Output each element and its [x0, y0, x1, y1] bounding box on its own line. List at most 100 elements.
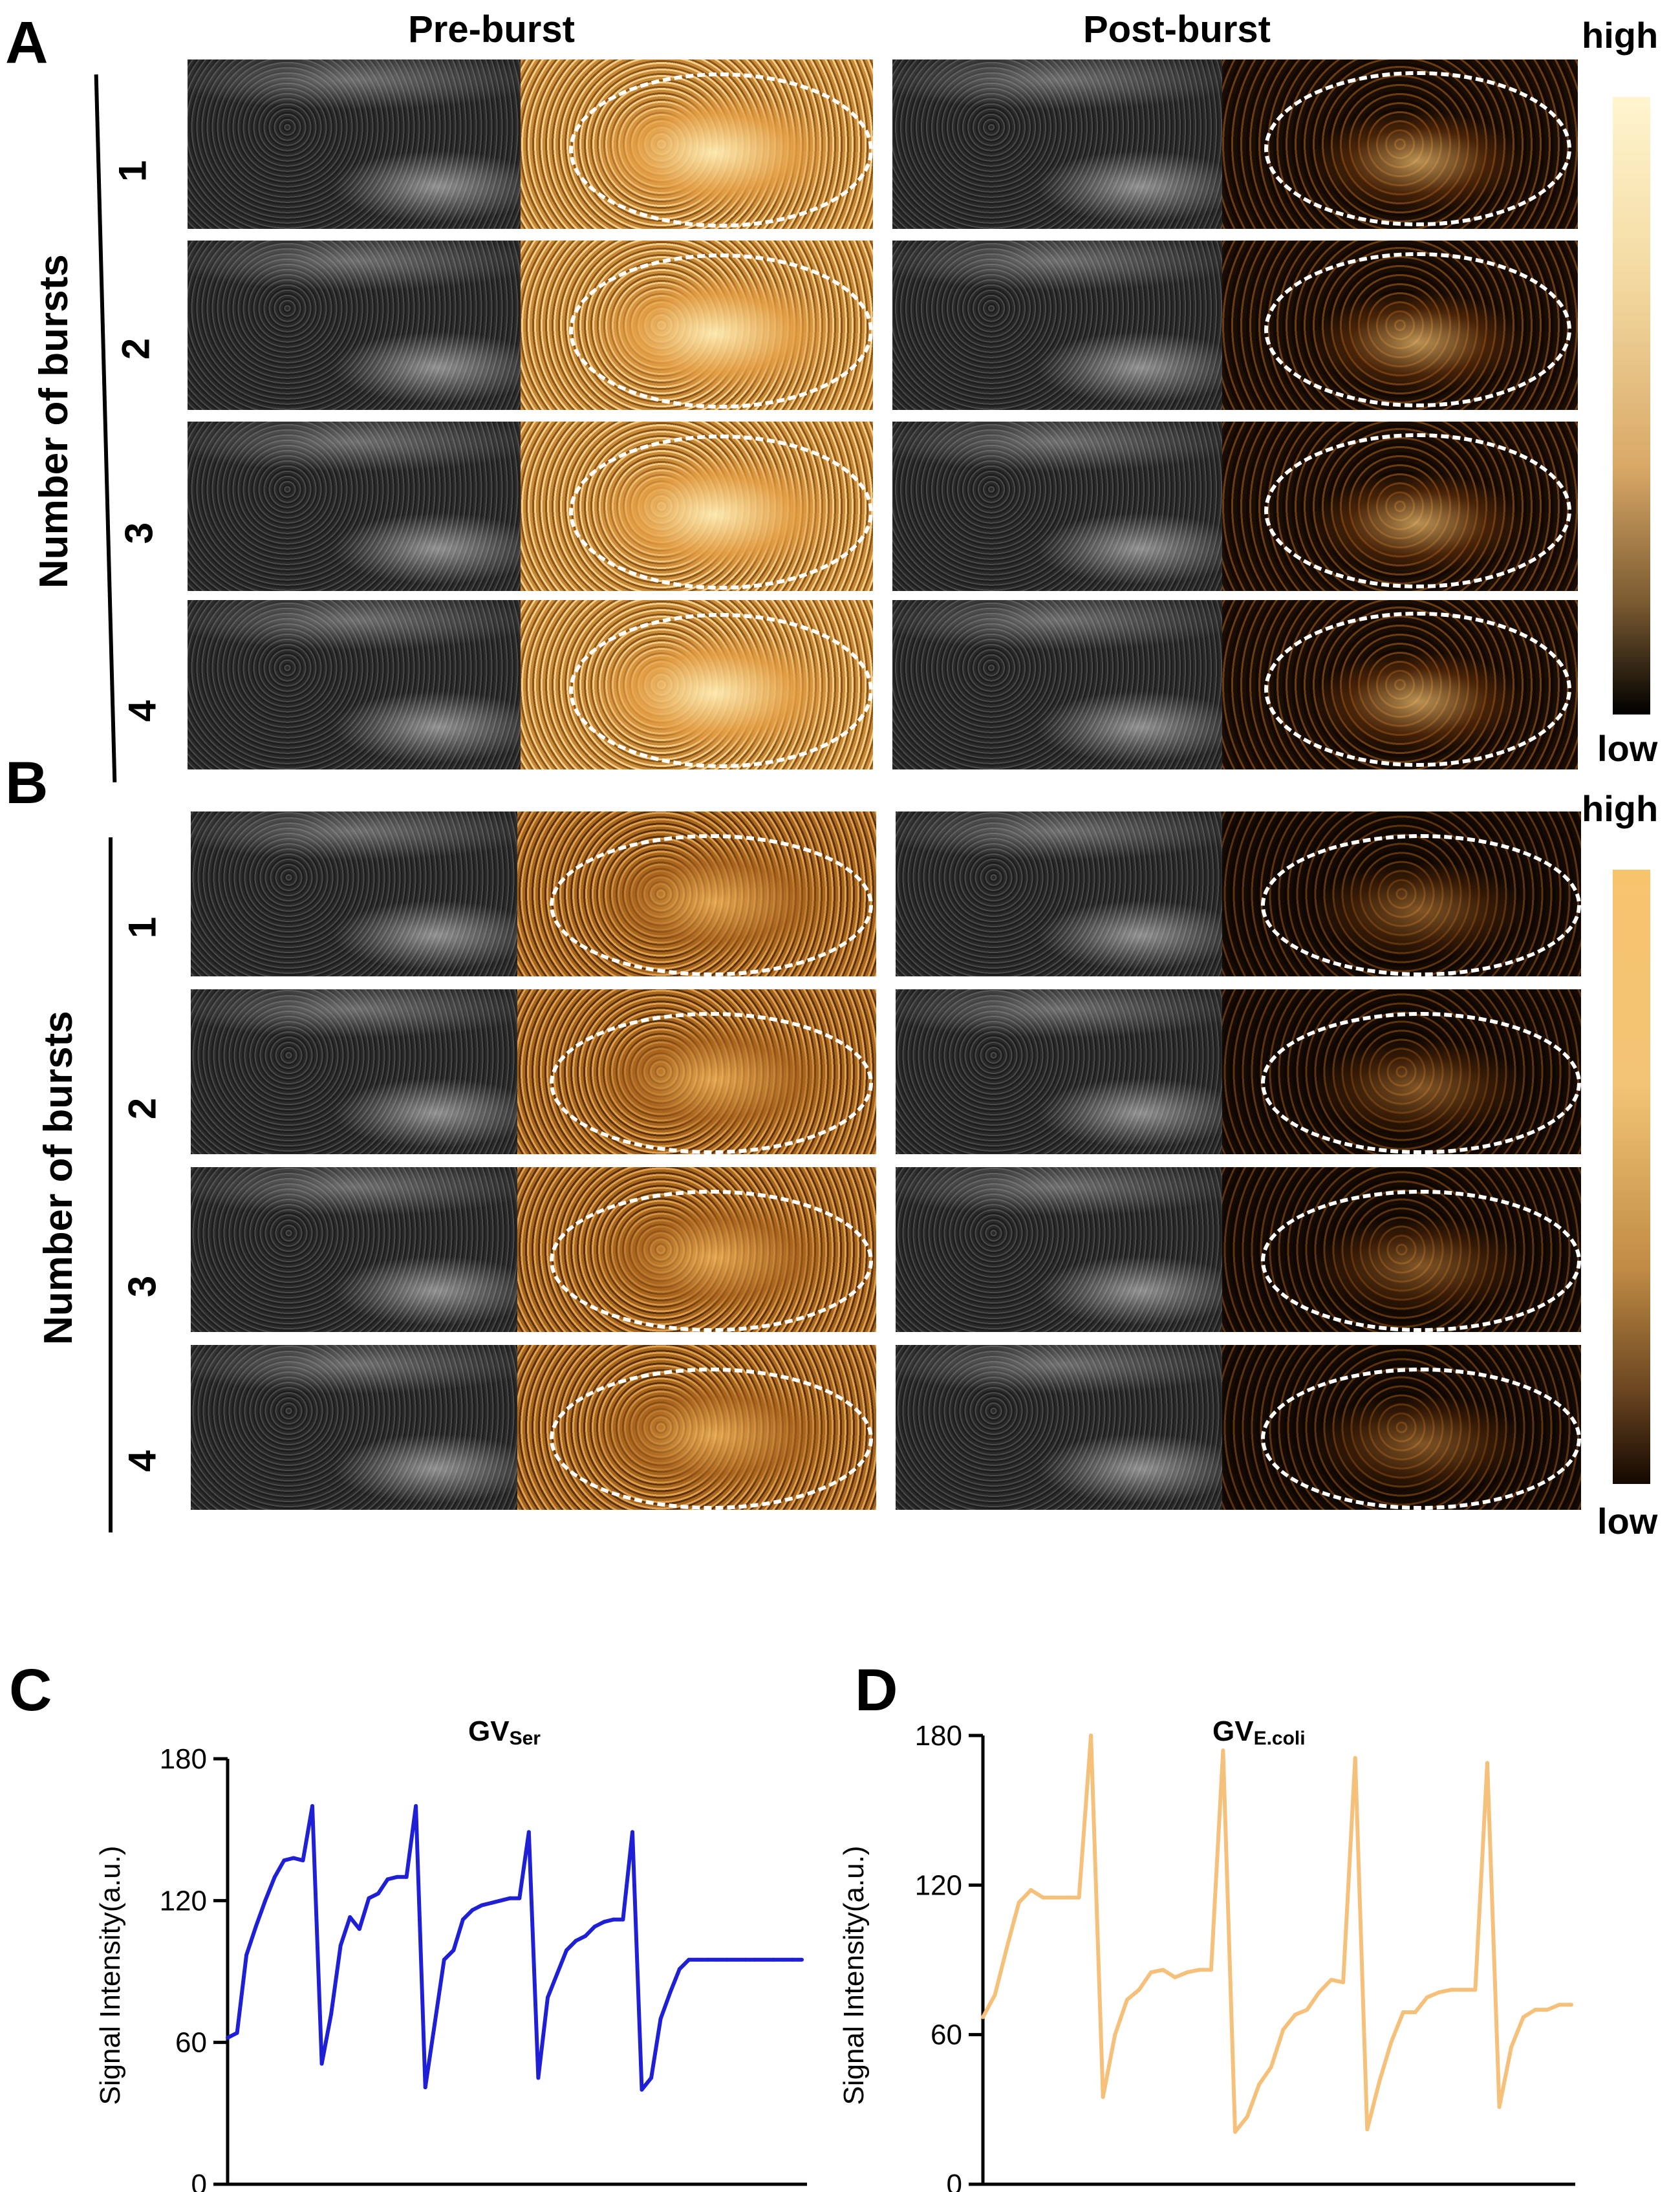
d-tick-label-0: 0	[947, 2169, 962, 2192]
chart-d-ylabel: Signal Intensity(a.u.)	[838, 1845, 870, 2105]
panel-a-pre-row-4	[188, 600, 873, 769]
panel-a-post-row-4	[892, 600, 1578, 769]
d-data-point	[1473, 1988, 1478, 1992]
c-tick-label-60: 60	[175, 2027, 207, 2059]
d-data-point	[1209, 1968, 1213, 1972]
c-data-point	[677, 1967, 682, 1972]
panel-a-row-label-4: 4	[120, 700, 164, 722]
panel-a-row-axis-label: Number of bursts	[32, 254, 76, 588]
d-data-point	[1125, 1997, 1129, 2002]
d-data-point	[1245, 2114, 1249, 2119]
colorbar-a	[1613, 97, 1650, 715]
d-data-point	[1569, 2003, 1573, 2007]
d-data-point	[1461, 1988, 1465, 1992]
c-data-point	[263, 1898, 268, 1903]
d-data-point	[1149, 1970, 1153, 1975]
colorbar-b	[1613, 870, 1650, 1484]
d-data-point	[1485, 1761, 1489, 1765]
c-data-point	[640, 2087, 644, 2092]
c-data-point	[658, 2017, 663, 2021]
c-data-point	[357, 1927, 361, 1931]
c-data-point	[460, 1917, 465, 1922]
d-data-point	[1257, 2082, 1262, 2087]
roi-ellipse	[1264, 252, 1571, 407]
panel-d-letter: D	[855, 1657, 898, 1723]
chart-d-series-line	[981, 1734, 1571, 2134]
c-data-point	[621, 1917, 625, 1922]
c-data-point	[565, 1948, 569, 1953]
roi-ellipse	[569, 613, 873, 768]
c-data-point	[696, 1957, 700, 1962]
panel-b-row-label-4: 4	[120, 1450, 164, 1472]
c-data-point	[743, 1957, 748, 1962]
panel-b-post-row-1	[896, 811, 1581, 976]
c-data-point	[338, 1943, 343, 1948]
d-data-point	[1101, 2095, 1105, 2100]
d-data-point	[1281, 2027, 1286, 2032]
chart-c: GVSer Signal Intensity(a.u.) 0 60 120 180	[94, 1715, 807, 2192]
panel-b-row-axis-label: Number of bursts	[36, 1011, 81, 1345]
d-data-point	[1353, 1756, 1357, 1760]
panel-a-row-label-3: 3	[117, 522, 161, 544]
roi-ellipse	[569, 435, 873, 590]
roi-ellipse	[569, 253, 873, 409]
c-data-point	[526, 1830, 531, 1834]
c-data-point	[762, 1957, 766, 1962]
panel-a-pre-row-3	[188, 422, 873, 591]
d-data-point	[1341, 1980, 1346, 1984]
d-data-point	[1533, 2008, 1538, 2012]
chart-c-ylabel: Signal Intensity(a.u.)	[94, 1845, 126, 2105]
c-data-point	[433, 2021, 437, 2026]
chart-d-title: GVE.coli	[1212, 1715, 1306, 1749]
c-tick-label-180: 180	[160, 1743, 207, 1775]
c-data-point	[282, 1858, 286, 1863]
c-data-point	[451, 1948, 456, 1953]
d-data-point	[1029, 1888, 1033, 1893]
d-data-point	[1425, 1995, 1430, 1999]
c-data-point	[536, 2076, 541, 2080]
d-data-point	[1389, 2040, 1394, 2045]
chart-c-y-ticks: 0 60 120 180	[160, 1743, 228, 2192]
panel-b-post-row-3	[896, 1167, 1581, 1332]
d-data-point	[1065, 1895, 1069, 1900]
d-data-point	[1221, 1748, 1225, 1753]
panel-a-row-label-2: 2	[114, 338, 158, 360]
c-tick-label-0: 0	[191, 2169, 207, 2192]
roi-ellipse	[1261, 1190, 1581, 1332]
c-data-point	[367, 1896, 371, 1900]
roi-ellipse	[550, 1368, 873, 1510]
roi-ellipse	[1261, 1368, 1581, 1510]
panel-b-post-row-4	[896, 1345, 1581, 1510]
c-data-point	[771, 1957, 776, 1962]
chart-d: GVE.coli Signal Intensity(a.u.) 0 60 120 18…	[838, 1715, 1575, 2192]
d-data-point	[1437, 1990, 1441, 1995]
roi-ellipse	[1264, 433, 1571, 588]
roi-ellipse	[1264, 71, 1571, 226]
roi-ellipse	[550, 834, 873, 976]
chart-d-points	[981, 1734, 1573, 2134]
column-title-pre-burst: Pre-burst	[408, 8, 575, 50]
c-data-point	[226, 2036, 230, 2040]
d-data-point	[1317, 1990, 1321, 1995]
c-data-point	[310, 1804, 315, 1809]
c-data-point	[489, 1900, 493, 1905]
c-data-point	[687, 1957, 691, 1962]
c-data-point	[790, 1957, 795, 1962]
d-data-point	[1185, 1970, 1189, 1975]
colorbar-a-high-label: high	[1582, 15, 1659, 56]
d-data-point	[1005, 1945, 1009, 1950]
c-data-point	[724, 1957, 729, 1962]
d-data-point	[1040, 1895, 1045, 1900]
d-data-point	[1017, 1900, 1021, 1905]
d-data-point	[1545, 2008, 1549, 2012]
d-data-point	[1329, 1977, 1333, 1982]
c-data-point	[348, 1915, 352, 1919]
panel-b-pre-row-3	[191, 1167, 876, 1332]
chart-c-points	[226, 1804, 804, 2092]
panel-b-row-label-2: 2	[120, 1097, 164, 1120]
d-data-point	[1413, 2010, 1417, 2014]
c-data-point	[376, 1891, 380, 1896]
d-data-point	[1137, 1988, 1141, 1992]
roi-ellipse	[550, 1190, 873, 1332]
d-data-point	[1557, 2003, 1562, 2007]
